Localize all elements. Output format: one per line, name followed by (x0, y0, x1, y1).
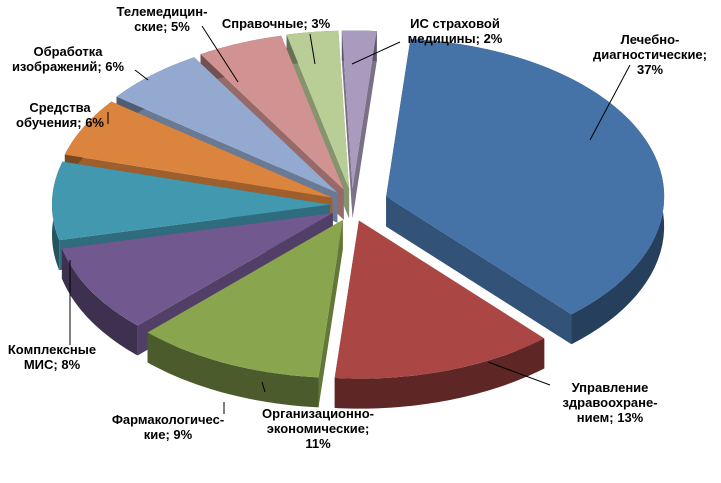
slice-label: ИС страховой медицины; 2% (408, 16, 503, 46)
leader-line (351, 41, 401, 65)
leader-line (487, 361, 551, 386)
slice-label: Телемедицин-ские; 5% (117, 4, 208, 34)
slice-label: Справочные; 3% (222, 16, 331, 31)
slice-label: Лечебно-диагностические; 37% (593, 32, 707, 77)
pie-slice (341, 30, 377, 219)
slice-label: Организационно-экономические; 11% (262, 406, 374, 451)
leader-lines (69, 25, 631, 414)
leader-line (134, 69, 149, 81)
leader-line (589, 64, 631, 141)
slice-label: Управление здравоохране-нием; 13% (562, 380, 657, 425)
pie-slice (386, 39, 665, 345)
leader-line (261, 381, 266, 393)
pie-slice (147, 219, 343, 408)
slice-label: Фармакологичес-кие; 9% (112, 412, 224, 442)
slice-label: Комплексные МИС; 8% (8, 342, 96, 372)
slice-label: Обработка изображений; 6% (12, 44, 125, 74)
pie-slice (334, 220, 545, 409)
pie-slices (52, 30, 665, 409)
slice-label: Средства обучения; 6% (16, 100, 104, 130)
leader-line (309, 33, 316, 65)
slice-labels: Лечебно-диагностические; 37% Управление здр… (8, 4, 707, 451)
leader-line (201, 25, 239, 83)
